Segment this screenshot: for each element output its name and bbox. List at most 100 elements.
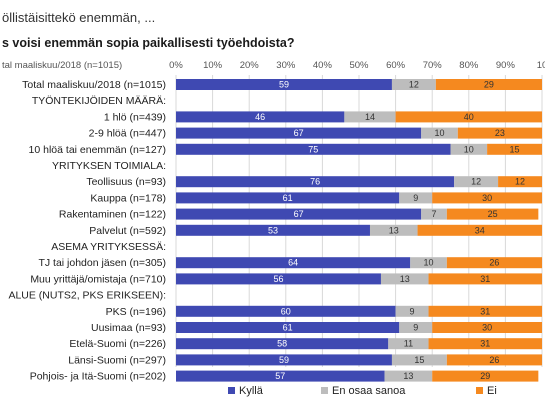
legend-swatch-en_osaa (321, 387, 328, 394)
x-tick-label: 50% (349, 60, 369, 71)
bar-segment-kylla (176, 322, 400, 333)
row-label: Pohjois- ja Itä-Suomi (n=202) (30, 371, 166, 383)
data-label: 67 (294, 209, 304, 219)
bar-segment-en_osaa (395, 305, 429, 317)
bar-segment-en_osaa (384, 370, 433, 382)
bar-segment-ei (446, 354, 542, 366)
data-label: 29 (480, 371, 490, 381)
data-label: 9 (413, 193, 418, 203)
data-label: 15 (510, 144, 520, 154)
row-label: Etelä-Suomi (n=226) (69, 338, 166, 350)
bar-segment-kylla (176, 257, 411, 269)
bar-segment-ei (487, 143, 542, 155)
bar-segment-kylla (176, 354, 392, 366)
data-label: 67 (294, 128, 304, 138)
data-label: 58 (277, 339, 287, 349)
row-label: Teollisuus (n=93) (86, 176, 166, 188)
data-label: 12 (515, 177, 525, 187)
bar-segment-en_osaa (410, 257, 447, 269)
data-label: 13 (400, 274, 410, 284)
bar-segment-ei (446, 257, 542, 269)
bar-segment-kylla (176, 111, 345, 123)
group-header: ALUE (NUTS2, PKS ERIKSEEN): (8, 290, 166, 302)
bar-segment-kylla (176, 305, 396, 317)
axis-caption: tal maaliskuu/2018 (n=1015) (2, 60, 122, 71)
row-label: TJ tai johdon jäsen (n=305) (38, 257, 166, 269)
data-label: 75 (308, 144, 318, 154)
data-label: 12 (471, 177, 481, 187)
data-label: 23 (495, 128, 505, 138)
bar-segment-kylla (176, 338, 389, 350)
data-label: 30 (482, 193, 492, 203)
bar-segment-en_osaa (369, 224, 418, 236)
x-tick-label: 70% (423, 60, 443, 71)
data-label: 31 (480, 306, 490, 316)
bar-segment-kylla (176, 127, 422, 139)
legend-label: En osaa sanoa (332, 385, 406, 397)
bar-segment-ei (498, 176, 542, 188)
x-tick-label: 90% (496, 60, 516, 71)
data-label: 26 (489, 258, 499, 268)
data-label: 40 (464, 112, 474, 122)
bar-segment-en_osaa (450, 143, 488, 155)
x-tick-label: 30% (276, 60, 296, 71)
group-header: TYÖNTEKIJÖIDEN MÄÄRÄ: (32, 95, 166, 107)
bar-segment-en_osaa (421, 208, 447, 220)
row-label: Palvelut (n=592) (89, 225, 166, 237)
legend-swatch-ei (476, 387, 483, 394)
question-text: öllistäisittekö enemmän, ... (2, 10, 155, 25)
bar-segment-kylla (176, 208, 422, 220)
row-label: Kauppa (n=178) (90, 192, 166, 204)
bar-segment-kylla (176, 224, 370, 236)
legend-label: Ei (487, 385, 497, 397)
row-label: PKS (n=196) (106, 306, 166, 318)
bar-segment-ei (457, 127, 542, 139)
data-label: 64 (288, 258, 298, 268)
data-label: 15 (414, 355, 424, 365)
data-label: 30 (482, 323, 492, 333)
x-tick-label: 20% (240, 60, 260, 71)
row-label: Total maaliskuu/2018 (n=1015) (22, 79, 166, 91)
bar-segment-kylla (176, 176, 455, 188)
x-tick-label: 0% (169, 60, 183, 71)
row-label: Uusimaa (n=93) (91, 322, 166, 334)
data-label: 25 (488, 209, 498, 219)
x-tick-label: 10% (203, 60, 223, 71)
x-tick-label: 40% (313, 60, 333, 71)
bar-segment-ei (432, 322, 542, 333)
legend-swatch-kylla (228, 387, 235, 394)
chart-title: s voisi enemmän sopia paikallisesti työe… (2, 36, 294, 50)
bar-segment-ei (432, 192, 542, 204)
bar-segment-ei (428, 273, 542, 285)
x-tick-label: 10 (537, 60, 545, 71)
group-header: YRITYKSEN TOIMIALA: (52, 160, 166, 172)
data-label: 10 (435, 128, 445, 138)
data-label: 12 (409, 80, 419, 90)
bar-segment-ei (395, 111, 542, 123)
data-label: 59 (279, 355, 289, 365)
data-label: 76 (310, 177, 320, 187)
row-label: Länsi-Suomi (n=297) (68, 354, 166, 366)
row-label: 2-9 hlöä (n=447) (89, 128, 166, 140)
bar-segment-ei (435, 79, 542, 90)
data-label: 29 (484, 80, 494, 90)
x-tick-label: 80% (459, 60, 479, 71)
bar-segment-en_osaa (391, 354, 447, 366)
x-tick-label: 60% (386, 60, 406, 71)
bar-segment-en_osaa (388, 338, 429, 350)
data-label: 31 (480, 339, 490, 349)
bar-segment-en_osaa (344, 111, 396, 123)
group-header: ASEMA YRITYKSESSÄ: (51, 241, 166, 253)
data-label: 31 (480, 274, 490, 284)
data-label: 13 (403, 371, 413, 381)
legend-label: Kyllä (239, 385, 264, 397)
row-label: Muu yrittäjä/omistaja (n=710) (30, 273, 166, 285)
data-label: 46 (255, 112, 265, 122)
data-label: 60 (281, 306, 291, 316)
data-label: 10 (464, 144, 474, 154)
data-label: 34 (475, 225, 485, 235)
data-label: 61 (283, 323, 293, 333)
bar-segment-kylla (176, 79, 392, 90)
data-label: 26 (489, 355, 499, 365)
